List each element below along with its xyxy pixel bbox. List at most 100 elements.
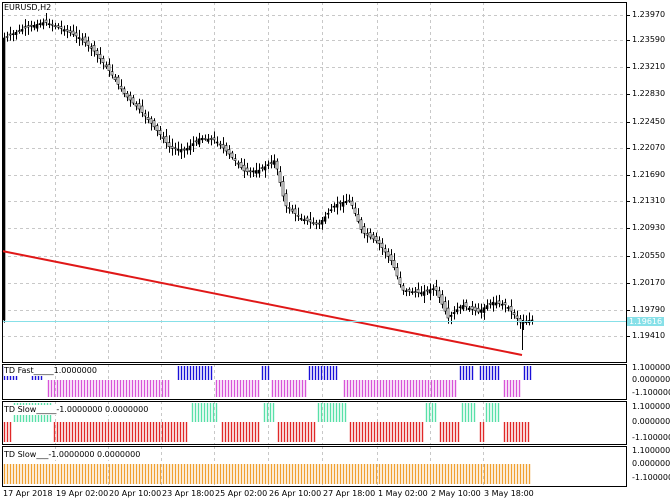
candle-body: [110, 71, 114, 76]
candle-body: [413, 291, 417, 293]
candle-body: [26, 25, 30, 28]
candle-body: [224, 145, 228, 152]
price-tick-label: 1.21690: [632, 170, 666, 179]
candle-body: [230, 152, 234, 158]
time-tick-label: 2 May 10:00: [431, 489, 481, 498]
candle-body: [113, 76, 117, 80]
candle-body: [275, 160, 279, 170]
candle-body: [497, 300, 501, 304]
candle-body: [317, 222, 321, 225]
time-tick-label: 27 Apr 18:00: [323, 489, 376, 498]
candle-body: [365, 233, 369, 236]
trendline[interactable]: [1, 250, 523, 356]
candle-body: [104, 64, 108, 67]
candle-body: [65, 29, 69, 32]
candle-body: [128, 95, 132, 101]
candle-body: [416, 288, 420, 293]
price-tick-label: 1.22070: [632, 143, 666, 152]
candle-body: [293, 208, 297, 214]
candle-body: [80, 38, 84, 41]
candle-body: [371, 234, 375, 240]
candle-body: [266, 164, 270, 166]
current-price-tag: 1.19616: [627, 317, 665, 326]
indicator-tick-label: 0.0000000: [632, 375, 670, 384]
candle-body: [440, 294, 444, 305]
candle-body: [338, 202, 342, 204]
candle-body: [32, 24, 36, 28]
candle-body: [422, 291, 426, 296]
pane-frame: [2, 364, 627, 400]
candle-body: [398, 277, 402, 285]
candle-body: [44, 19, 48, 23]
candle-body: [428, 289, 432, 294]
candle-body: [500, 303, 504, 306]
candle-body: [374, 236, 378, 242]
price-tick-label: 1.23590: [632, 35, 666, 44]
candle-body: [344, 201, 348, 204]
candle-body: [443, 301, 447, 312]
candle-body: [287, 207, 291, 209]
candle-body: [410, 291, 414, 293]
candle-body: [314, 222, 318, 225]
candle-body: [2, 37, 6, 321]
candle-body: [212, 137, 216, 141]
candle-body: [368, 232, 372, 238]
price-tick-label: 1.20170: [632, 278, 666, 287]
candle-body: [389, 254, 393, 261]
candle-body: [479, 309, 483, 313]
candle-body: [209, 138, 213, 140]
symbol-label: EURUSD,H2: [4, 3, 52, 13]
candle-body: [302, 219, 306, 222]
price-tick-label: 1.19410: [632, 331, 666, 340]
price-tick-label: 1.21310: [632, 196, 666, 205]
candle-body: [473, 306, 477, 311]
td-slow2-histogram: [3, 464, 531, 484]
candle-body: [380, 242, 384, 249]
price-tick-label: 1.19790: [632, 305, 666, 314]
candle-body: [182, 148, 186, 151]
candle-body: [470, 306, 474, 310]
candle-body: [149, 118, 153, 124]
candle-body: [458, 306, 462, 309]
candle-body: [515, 315, 519, 319]
candle-body: [323, 216, 327, 222]
candle-body: [467, 307, 471, 311]
candle-body: [431, 288, 435, 290]
candle-body: [257, 169, 261, 174]
candle-body: [152, 120, 156, 128]
candle-body: [356, 214, 360, 222]
indicator-tick-label: 0.0000000: [632, 417, 670, 426]
candle-body: [290, 208, 294, 212]
time-tick-label: 25 Apr 02:00: [215, 489, 268, 498]
candle-body: [50, 23, 54, 26]
candle-body: [485, 305, 489, 310]
candle-body: [89, 46, 93, 49]
candle-body: [284, 193, 288, 207]
candle-body: [188, 145, 192, 151]
candle-body: [449, 314, 453, 317]
time-tick-label: 19 Apr 02:00: [56, 489, 109, 498]
candle-body: [362, 226, 366, 234]
indicator-tick-label: 0.0000000: [632, 459, 670, 468]
candle-body: [452, 312, 456, 314]
price-tick-label: 1.20930: [632, 223, 666, 232]
candle-body: [395, 267, 399, 277]
candle-body: [242, 164, 246, 172]
candle-body: [95, 50, 99, 55]
candle-body: [62, 29, 66, 32]
candle-body: [419, 292, 423, 295]
candle-body: [122, 88, 126, 94]
time-tick-label: 17 Apr 2018: [3, 489, 53, 498]
td-slow2-label: TD Slow___-1.0000000 0.0000000: [4, 450, 141, 460]
candle-body: [218, 143, 222, 146]
candle-body: [119, 85, 123, 90]
candle-body: [35, 24, 39, 29]
candle-body: [269, 162, 273, 164]
price-tick-label: 1.22830: [632, 89, 666, 98]
